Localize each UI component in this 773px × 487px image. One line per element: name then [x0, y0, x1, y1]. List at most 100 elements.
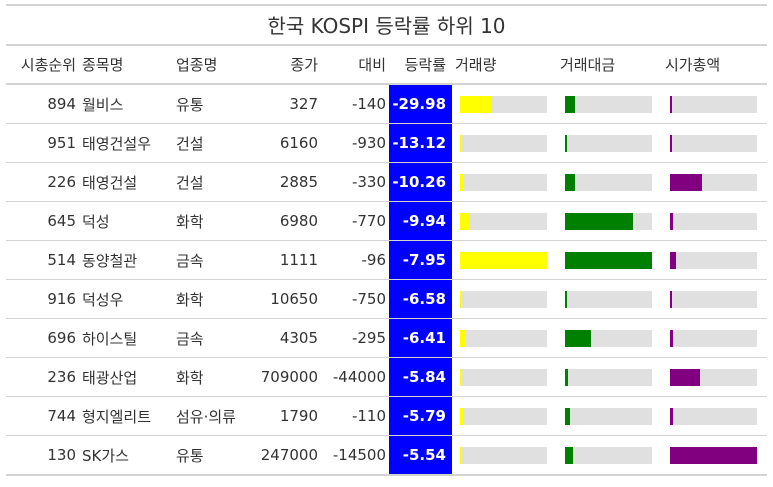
volume-bar	[460, 329, 467, 347]
cell-pct: -13.12	[389, 123, 452, 163]
amount-bar-track	[565, 134, 652, 152]
cell-volume	[452, 123, 557, 163]
amount-bar-track	[565, 290, 652, 308]
cell-close: 2885	[246, 162, 321, 202]
amount-bar	[565, 212, 633, 230]
cell-amount	[557, 84, 662, 124]
amount-bar-track	[565, 407, 652, 425]
cell-sector: 화학	[173, 357, 246, 397]
cell-diff: -930	[321, 123, 389, 163]
table-row: 514 동양철관 금속 1111 -96 -7.95	[6, 240, 767, 280]
cell-pct: -6.58	[389, 279, 452, 319]
cell-marketcap	[662, 201, 767, 241]
cell-rank: 514	[6, 240, 79, 280]
header-marketcap: 시가총액	[662, 44, 767, 85]
cell-sector: 금속	[173, 318, 246, 358]
cell-pct: -5.84	[389, 357, 452, 397]
cell-name: 덕성우	[79, 279, 173, 319]
cell-amount	[557, 396, 662, 436]
marketcap-bar-track	[670, 329, 757, 347]
marketcap-bar	[670, 368, 700, 386]
cell-marketcap	[662, 123, 767, 163]
cell-rank: 236	[6, 357, 79, 397]
cell-marketcap	[662, 435, 767, 476]
cell-sector: 유통	[173, 435, 246, 476]
amount-bar	[565, 368, 568, 386]
header-close: 종가	[246, 44, 321, 85]
marketcap-bar	[670, 329, 674, 347]
cell-name: 월비스	[79, 84, 173, 124]
amount-bar-track	[565, 368, 652, 386]
marketcap-bar	[670, 212, 674, 230]
cell-marketcap	[662, 240, 767, 280]
volume-bar-track	[460, 212, 547, 230]
volume-bar	[460, 134, 462, 152]
table-row: 130 SK가스 유통 247000 -14500 -5.54	[6, 435, 767, 476]
cell-amount	[557, 435, 662, 476]
header-amount: 거래대금	[557, 44, 662, 85]
cell-marketcap	[662, 357, 767, 397]
volume-bar	[460, 173, 465, 191]
volume-bar-track	[460, 290, 547, 308]
cell-pct: -7.95	[389, 240, 452, 280]
cell-diff: -96	[321, 240, 389, 280]
marketcap-bar-track	[670, 134, 757, 152]
cell-rank: 744	[6, 396, 79, 436]
cell-marketcap	[662, 84, 767, 124]
header-row: 시총순위 종목명 업종명 종가 대비 등락률 거래량 거래대금 시가총액	[6, 44, 767, 85]
header-pct: 등락률	[389, 44, 452, 85]
amount-bar-track	[565, 329, 652, 347]
cell-rank: 894	[6, 84, 79, 124]
cell-marketcap	[662, 162, 767, 202]
cell-amount	[557, 162, 662, 202]
cell-amount	[557, 201, 662, 241]
cell-close: 6160	[246, 123, 321, 163]
cell-diff: -770	[321, 201, 389, 241]
cell-pct: -5.54	[389, 435, 452, 476]
cell-volume	[452, 279, 557, 319]
cell-marketcap	[662, 396, 767, 436]
cell-sector: 유통	[173, 84, 246, 124]
cell-rank: 226	[6, 162, 79, 202]
cell-pct: -5.79	[389, 396, 452, 436]
cell-name: 하이스틸	[79, 318, 173, 358]
cell-volume	[452, 318, 557, 358]
volume-bar	[460, 446, 462, 464]
amount-bar-track	[565, 251, 652, 269]
amount-bar	[565, 329, 592, 347]
amount-bar-track	[565, 446, 652, 464]
cell-diff: -140	[321, 84, 389, 124]
cell-close: 1111	[246, 240, 321, 280]
cell-diff: -750	[321, 279, 389, 319]
cell-name: SK가스	[79, 435, 173, 476]
cell-rank: 130	[6, 435, 79, 476]
cell-sector: 금속	[173, 240, 246, 280]
cell-name: 형지엘리트	[79, 396, 173, 436]
cell-amount	[557, 279, 662, 319]
cell-sector: 건설	[173, 162, 246, 202]
cell-diff: -110	[321, 396, 389, 436]
cell-sector: 건설	[173, 123, 246, 163]
cell-volume	[452, 396, 557, 436]
volume-bar-track	[460, 251, 547, 269]
cell-pct: -9.94	[389, 201, 452, 241]
cell-name: 태영건설	[79, 162, 173, 202]
header-diff: 대비	[321, 44, 389, 85]
cell-close: 247000	[246, 435, 321, 476]
cell-marketcap	[662, 279, 767, 319]
amount-bar	[565, 290, 567, 308]
cell-amount	[557, 240, 662, 280]
volume-bar	[460, 95, 492, 113]
marketcap-bar	[670, 173, 703, 191]
volume-bar	[460, 407, 463, 425]
cell-amount	[557, 318, 662, 358]
table-row: 236 태광산업 화학 709000 -44000 -5.84	[6, 357, 767, 397]
volume-bar-track	[460, 173, 547, 191]
cell-diff: -14500	[321, 435, 389, 476]
volume-bar-track	[460, 407, 547, 425]
header-volume: 거래량	[452, 44, 557, 85]
cell-rank: 951	[6, 123, 79, 163]
cell-name: 태영건설우	[79, 123, 173, 163]
marketcap-bar-track	[670, 212, 757, 230]
cell-volume	[452, 240, 557, 280]
